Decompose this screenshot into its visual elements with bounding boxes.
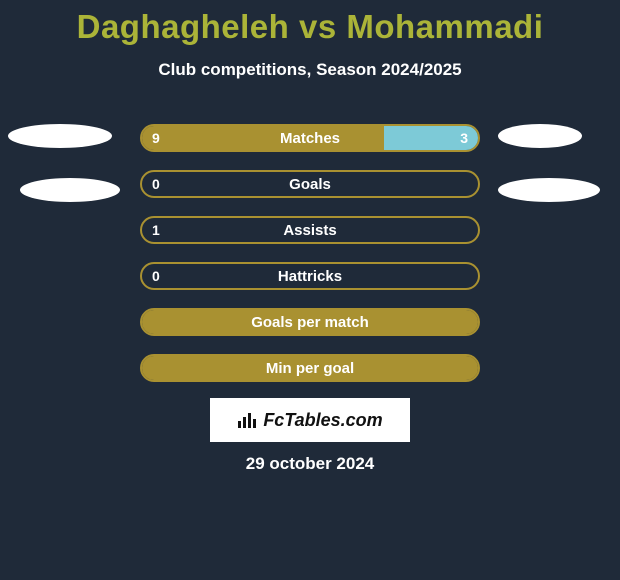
placeholder-ellipse xyxy=(498,178,600,202)
stat-row: Min per goal xyxy=(140,354,480,382)
stat-row: 0Hattricks xyxy=(140,262,480,290)
stat-row: 1Assists xyxy=(140,216,480,244)
stat-label: Goals xyxy=(142,172,478,196)
logo-text: FcTables.com xyxy=(263,410,382,431)
subtitle: Club competitions, Season 2024/2025 xyxy=(0,60,620,80)
bar-fill-left xyxy=(142,356,478,380)
comparison-infographic: Daghagheleh vs Mohammadi Club competitio… xyxy=(0,0,620,580)
stat-rows: 93Matches0Goals1Assists0HattricksGoals p… xyxy=(140,124,480,400)
bar-fill-left xyxy=(142,310,478,334)
placeholder-ellipse xyxy=(8,124,112,148)
page-title: Daghagheleh vs Mohammadi xyxy=(0,0,620,46)
stat-value-right: 3 xyxy=(460,126,468,150)
placeholder-ellipse xyxy=(498,124,582,148)
stat-row: Goals per match xyxy=(140,308,480,336)
date-text: 29 october 2024 xyxy=(0,454,620,474)
stat-row: 0Goals xyxy=(140,170,480,198)
stat-value-left: 0 xyxy=(152,172,160,196)
stat-value-left: 0 xyxy=(152,264,160,288)
stat-label: Assists xyxy=(142,218,478,242)
stat-label: Hattricks xyxy=(142,264,478,288)
stat-row: 93Matches xyxy=(140,124,480,152)
bars-icon xyxy=(237,411,259,429)
bar-fill-left xyxy=(142,126,384,150)
logo: FcTables.com xyxy=(237,410,382,431)
stat-value-left: 9 xyxy=(152,126,160,150)
logo-box: FcTables.com xyxy=(210,398,410,442)
stat-value-left: 1 xyxy=(152,218,160,242)
placeholder-ellipse xyxy=(20,178,120,202)
